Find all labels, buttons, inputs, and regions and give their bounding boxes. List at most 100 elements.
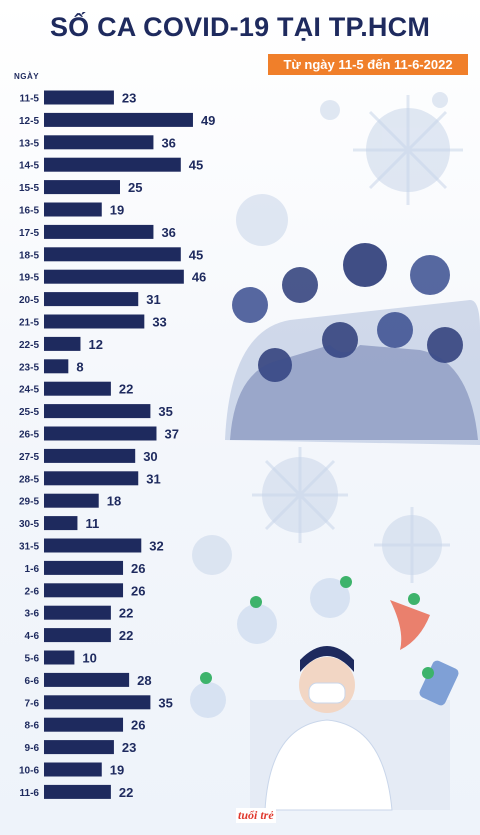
category-label: 21-5 [19, 318, 39, 329]
category-label: 1-6 [25, 564, 40, 575]
bar [44, 628, 111, 643]
category-label: 31-5 [19, 542, 39, 553]
bar [44, 180, 120, 195]
category-label: 27-5 [19, 452, 39, 463]
value-label: 22 [119, 785, 133, 800]
bar [44, 135, 154, 150]
value-label: 35 [158, 695, 172, 710]
bar [44, 740, 114, 755]
value-label: 19 [110, 763, 124, 778]
category-label: 20-5 [19, 295, 39, 306]
category-label: 24-5 [19, 385, 39, 396]
value-label: 35 [158, 404, 172, 419]
bar [44, 269, 184, 284]
bar [44, 672, 130, 687]
bar [44, 650, 75, 665]
category-label: 12-5 [19, 116, 39, 127]
bar [44, 426, 157, 441]
category-label: 14-5 [19, 161, 39, 172]
bar [44, 538, 142, 553]
value-label: 46 [192, 270, 206, 285]
date-range-badge: Từ ngày 11-5 đến 11-6-2022 [268, 54, 468, 75]
value-label: 22 [119, 382, 133, 397]
value-label: 26 [131, 718, 145, 733]
bar [44, 314, 145, 329]
bar [44, 784, 111, 799]
value-label: 22 [119, 606, 133, 621]
value-label: 22 [119, 628, 133, 643]
bar [44, 404, 151, 419]
category-label: 7-6 [25, 698, 40, 709]
bar [44, 448, 136, 463]
category-label: 30-5 [19, 519, 39, 530]
bar [44, 336, 81, 351]
bar [44, 202, 102, 217]
bar [44, 493, 99, 508]
category-label: 25-5 [19, 407, 39, 418]
category-label: 3-6 [25, 609, 40, 620]
doctor-illustration [190, 576, 459, 811]
category-label: 18-5 [19, 250, 39, 261]
value-label: 30 [143, 449, 157, 464]
bar [44, 157, 181, 172]
value-label: 23 [122, 91, 136, 106]
category-label: 11-6 [20, 788, 40, 799]
value-label: 12 [88, 337, 102, 352]
category-label: 23-5 [19, 362, 39, 373]
bar [44, 292, 139, 307]
category-label: 17-5 [19, 228, 39, 239]
bar [44, 359, 69, 374]
bar [44, 516, 78, 531]
value-label: 37 [164, 427, 178, 442]
bar [44, 112, 193, 127]
category-label: 19-5 [19, 273, 39, 284]
bar [44, 583, 124, 598]
chart-title: SỐ CA COVID-19 TẠI TP.HCM [49, 12, 431, 42]
category-label: 29-5 [19, 497, 39, 508]
value-label: 36 [161, 135, 175, 150]
category-label: 6-6 [25, 676, 40, 687]
value-label: 18 [107, 494, 121, 509]
value-label: 26 [131, 561, 145, 576]
value-label: 33 [152, 315, 166, 330]
newspaper-logo: tuổi trẻ [236, 808, 276, 823]
bar [44, 695, 151, 710]
value-label: 31 [146, 292, 160, 307]
bar [44, 717, 124, 732]
value-label: 49 [201, 113, 215, 128]
category-label: 13-5 [19, 138, 39, 149]
value-label: 11 [85, 516, 99, 531]
category-label: 5-6 [25, 654, 40, 665]
category-label: 28-5 [19, 474, 39, 485]
category-label: 8-6 [25, 721, 40, 732]
value-label: 28 [137, 673, 151, 688]
bar [44, 560, 124, 575]
bar [44, 471, 139, 486]
category-label: 16-5 [19, 206, 39, 217]
category-label: 15-5 [19, 183, 39, 194]
category-label: 10-6 [19, 766, 39, 777]
category-label: 22-5 [19, 340, 39, 351]
value-label: 36 [161, 225, 175, 240]
bar [44, 90, 114, 105]
value-label: 25 [128, 180, 142, 195]
value-label: 19 [110, 203, 124, 218]
value-label: 26 [131, 583, 145, 598]
bar [44, 762, 102, 777]
category-label: 4-6 [25, 631, 40, 642]
category-label: 9-6 [25, 743, 40, 754]
value-label: 8 [76, 359, 83, 374]
value-label: 45 [189, 247, 203, 262]
value-label: 23 [122, 740, 136, 755]
y-axis-label: NGÀY [14, 72, 40, 81]
category-label: 2-6 [25, 586, 40, 597]
bar [44, 605, 111, 620]
bar [44, 247, 181, 262]
category-label: 11-5 [20, 94, 40, 105]
bar [44, 224, 154, 239]
bar [44, 381, 111, 396]
virus-spikes [252, 95, 463, 583]
value-label: 31 [146, 471, 160, 486]
